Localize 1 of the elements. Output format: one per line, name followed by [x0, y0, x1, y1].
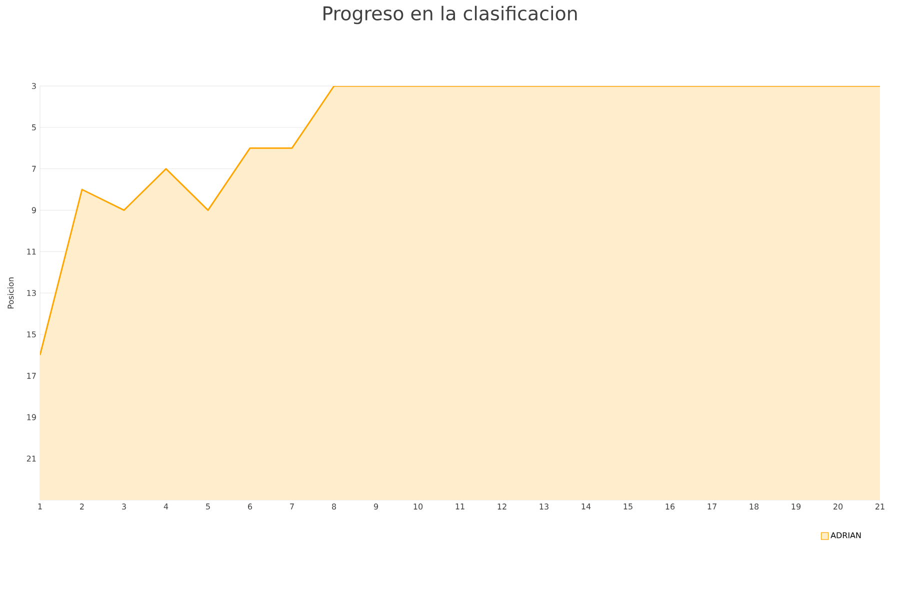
chart-title: Progreso en la clasificacion [324, 6, 577, 24]
